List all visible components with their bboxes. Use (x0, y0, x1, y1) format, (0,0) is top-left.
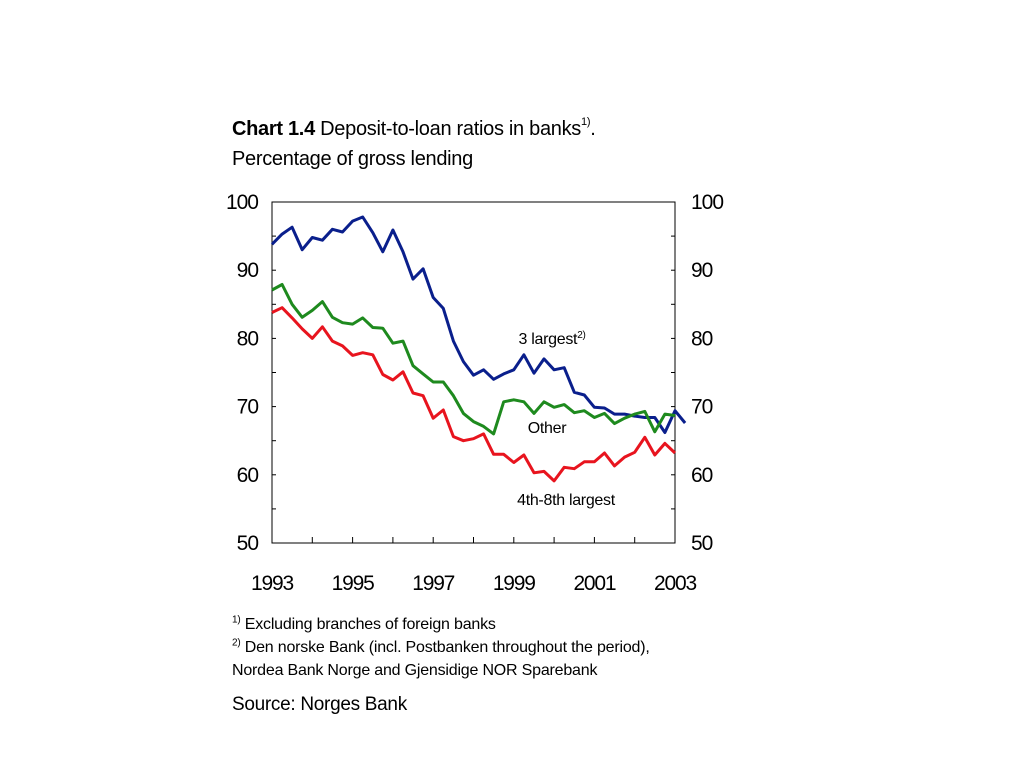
footnote-text: Den norske Bank (incl. Postbanken throug… (244, 639, 650, 656)
x-tick-label: 1993 (251, 572, 293, 595)
line-chart: 100 100 90 90 80 80 70 70 60 60 50 50 1993 1995 1997 19… (226, 191, 724, 595)
x-tick-label: 2001 (573, 572, 615, 595)
y-tick-label-left: 100 (226, 191, 258, 214)
title-period: . (590, 118, 596, 140)
y-tick-label-left: 90 (237, 259, 259, 282)
y-tick-label-right: 70 (691, 396, 713, 419)
chart-subtitle: Percentage of gross lending (232, 148, 473, 170)
source-note: Source: Norges Bank (232, 694, 407, 715)
series-label-2: Other (528, 420, 567, 437)
y-tick-label-left: 70 (237, 396, 259, 419)
series-label-text: 3 largest (519, 331, 579, 348)
y-tick-label-right: 100 (691, 191, 723, 214)
series-annotations: 3 largest2) Other 4th-8th largest (517, 330, 616, 509)
x-tick-label: 1997 (412, 572, 454, 595)
series-label-text: Other (528, 420, 567, 437)
y-tick-label-left: 60 (237, 464, 259, 487)
y-tick-label-right: 90 (691, 259, 713, 282)
y-tick-label-left: 80 (237, 327, 259, 350)
footnote-2: 2) Den norske Bank (incl. Postbanken thr… (232, 636, 650, 659)
footnote-mark: 2) (232, 637, 241, 649)
y-tick-label-right: 80 (691, 327, 713, 350)
footnote-mark: 1) (232, 614, 241, 626)
x-tick-label: 1999 (493, 572, 535, 595)
series-label-text: 4th-8th largest (517, 492, 616, 509)
chart-title-text: Deposit-to-loan ratios in banks (320, 118, 581, 140)
axis-tick-labels: 100 100 90 90 80 80 70 70 60 60 50 50 1993 1995 1997 19… (226, 191, 724, 595)
chart-title: Chart 1.4 Deposit-to-loan ratios in bank… (232, 114, 596, 174)
series-line-3 (271, 306, 677, 483)
y-tick-label-right: 50 (691, 532, 713, 555)
axis-ticks (271, 201, 676, 544)
series-label-1: 3 largest2) (519, 330, 586, 348)
footnote-text: Excluding branches of foreign banks (244, 616, 496, 633)
series-label-footnote-mark: 2) (577, 330, 585, 341)
title-footnote-mark: 1) (581, 116, 591, 129)
chart-number: Chart 1.4 (232, 118, 315, 140)
footnote-1: 1) Excluding branches of foreign banks (232, 613, 650, 636)
x-tick-label: 2003 (654, 572, 696, 595)
series-lines (270, 215, 687, 483)
footnotes: 1) Excluding branches of foreign banks 2… (232, 613, 650, 682)
series-line-1 (270, 215, 687, 434)
x-tick-label: 1995 (332, 572, 374, 595)
footnote-2-continued: Nordea Bank Norge and Gjensidige NOR Spa… (232, 659, 650, 682)
y-tick-label-left: 50 (237, 532, 259, 555)
footnote-text: Nordea Bank Norge and Gjensidige NOR Spa… (232, 662, 598, 679)
y-tick-label-right: 60 (691, 464, 713, 487)
title-line-1: Chart 1.4 Deposit-to-loan ratios in bank… (232, 114, 596, 144)
series-line-2 (271, 283, 676, 436)
series-label-3: 4th-8th largest (517, 492, 616, 509)
